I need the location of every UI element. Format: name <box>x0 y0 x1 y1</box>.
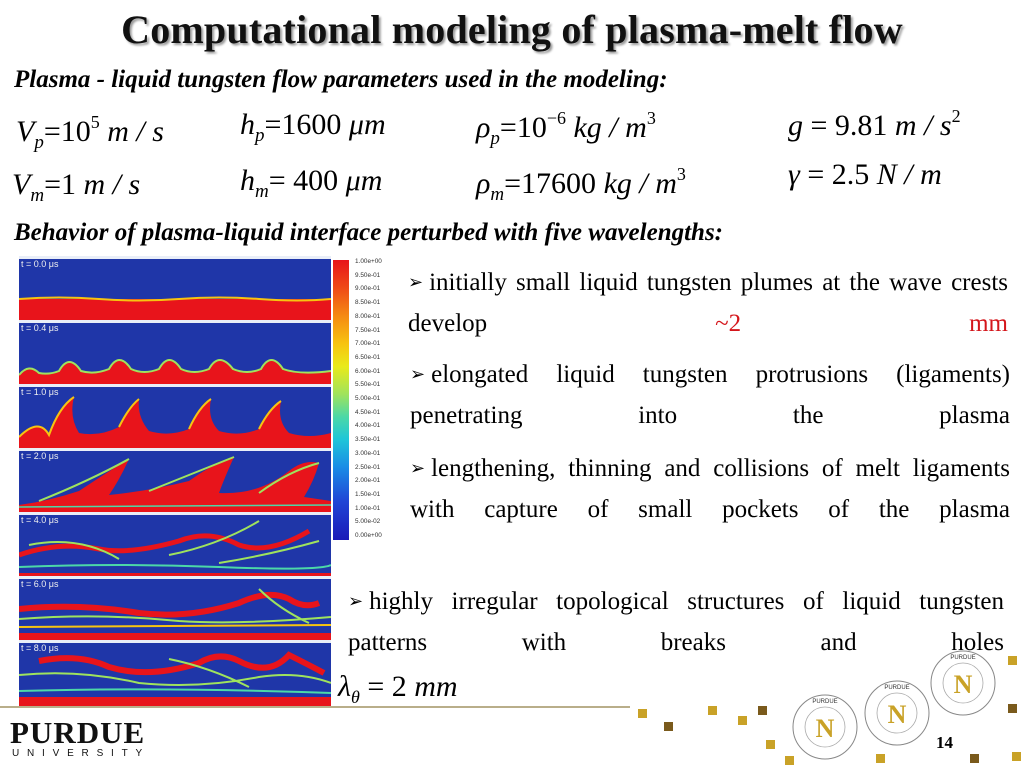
footer-divider <box>0 706 630 708</box>
colorbar-tick-label: 8.50e-01 <box>355 299 381 307</box>
param-vm: Vm=1 m / s <box>12 168 141 206</box>
bullet-ligaments: ➢ elongated liquid tungsten protrusions (… <box>410 354 1010 436</box>
slide-title: Computational modeling of plasma-melt fl… <box>121 7 903 52</box>
wavelength-equation: λθ = 2 mm <box>338 670 458 707</box>
param-g: g = 9.81 m / s2 <box>788 106 961 142</box>
bullet-text: elongated liquid tungsten protrusions (l… <box>410 361 1010 429</box>
frame-time-label: t = 0.0 μs <box>21 259 59 269</box>
arrow-bullet-icon: ➢ <box>410 364 426 384</box>
badge-top-text: PURDUE <box>812 699 837 705</box>
param-hp: hp=1600 μm <box>240 108 386 146</box>
nuclear-engineering-badge: N PURDUE <box>790 692 860 767</box>
colorbar-tick-label: 5.50e-01 <box>355 381 381 389</box>
colorbar-tick-label: 3.50e-01 <box>355 436 381 444</box>
sim-frame: t = 0.4 μs <box>19 320 331 385</box>
colorbar-tick-label: 8.00e-01 <box>355 312 381 320</box>
bullet-text: lengthening, thinning and collisions of … <box>410 455 1010 523</box>
param-rhop: ρp=10−6 kg / m3 <box>476 108 656 149</box>
param-vp: Vp=105 m / s <box>16 112 164 153</box>
frame-time-label: t = 4.0 μs <box>21 515 59 525</box>
decor-square <box>766 740 775 749</box>
frame-time-label: t = 6.0 μs <box>21 579 59 589</box>
frame-time-label: t = 0.4 μs <box>21 323 59 333</box>
sim-frame: t = 4.0 μs <box>19 512 331 577</box>
param-gamma: γ = 2.5 N / m <box>788 158 942 191</box>
badge-letter: N <box>954 670 973 699</box>
sim-frame: t = 1.0 μs <box>19 384 331 449</box>
colorbar-tick-label: 6.50e-01 <box>355 353 381 361</box>
decor-square <box>1012 752 1021 761</box>
frame-time-label: t = 8.0 μs <box>21 643 59 653</box>
colorbar-tick-label: 7.00e-01 <box>355 340 381 348</box>
frame-time-label: t = 1.0 μs <box>21 387 59 397</box>
decor-square <box>708 706 717 715</box>
colorbar-tick-label: 5.00e-01 <box>355 395 381 402</box>
badge-letter: N <box>816 714 835 743</box>
decor-square <box>638 709 647 718</box>
colorbar-tick-label: 0.00e+00 <box>355 532 382 539</box>
badge-top-text: PURDUE <box>884 685 909 691</box>
arrow-bullet-icon: ➢ <box>408 272 424 292</box>
simulation-panel: t = 0.0 μs t = 0.4 μs t = 1.0 μs t = 2.0… <box>19 256 331 706</box>
colorbar-tick-label: 1.50e-01 <box>355 490 381 498</box>
colorbar-tick-label: 3.00e-01 <box>355 449 381 457</box>
colorbar-tick-label: 9.00e-01 <box>355 285 381 293</box>
colorbar-ticks: 1.00e+00 9.50e-01 9.00e-01 8.50e-01 8.00… <box>355 258 405 543</box>
colorbar-tick-label: 1.00e+00 <box>355 258 382 265</box>
colorbar-tick-label: 9.50e-01 <box>355 271 381 279</box>
decor-square <box>876 754 885 763</box>
colorbar-tick-label: 6.00e-01 <box>355 367 381 375</box>
parameters-heading: Plasma - liquid tungsten flow parameters… <box>14 66 668 93</box>
bullet-plumes: ➢ initially small liquid tungsten plumes … <box>408 262 1008 344</box>
param-hm: hm= 400 μm <box>240 164 383 202</box>
purdue-logo-text: PURDUE <box>10 715 146 750</box>
decor-square <box>1008 656 1017 665</box>
param-rhom: ρm=17600 kg / m3 <box>476 164 686 205</box>
colorbar-tick-label: 4.00e-01 <box>355 422 381 430</box>
colorbar-tick-label: 7.50e-01 <box>355 326 381 334</box>
decor-square <box>970 754 979 763</box>
sim-frame: t = 8.0 μs <box>19 640 331 706</box>
badge-top-text: PURDUE <box>950 655 975 661</box>
colorbar-tick-label: 2.00e-01 <box>355 477 381 485</box>
nuclear-engineering-badge: N PURDUE <box>928 648 998 723</box>
arrow-bullet-icon: ➢ <box>410 458 426 478</box>
colorbar-tick-label: 1.00e-01 <box>355 504 381 512</box>
colorbar-tick-label: 2.50e-01 <box>355 463 381 471</box>
arrow-bullet-icon: ➢ <box>348 591 364 611</box>
behavior-heading: Behavior of plasma-liquid interface pert… <box>14 219 723 246</box>
decor-square <box>664 722 673 731</box>
colorbar <box>333 260 349 540</box>
bullet-topology: ➢ highly irregular topological structures… <box>348 581 1004 663</box>
bullet-collisions: ➢ lengthening, thinning and collisions of… <box>410 448 1010 530</box>
highlight-value: ~2 mm <box>715 310 1008 337</box>
badge-letter: N <box>888 700 907 729</box>
decor-square <box>1008 704 1017 713</box>
sim-frame: t = 2.0 μs <box>19 448 331 513</box>
sim-frame: t = 0.0 μs <box>19 256 331 321</box>
colorbar-tick-label: 4.50e-01 <box>355 408 381 416</box>
bullet-text: highly irregular topological structures … <box>348 588 1004 656</box>
purdue-logo-subtext: UNIVERSITY <box>12 748 151 759</box>
decor-square <box>785 756 794 765</box>
decor-square <box>738 716 747 725</box>
frame-time-label: t = 2.0 μs <box>21 451 59 461</box>
nuclear-engineering-badge: N PURDUE <box>862 678 932 753</box>
sim-frame: t = 6.0 μs <box>19 576 331 641</box>
colorbar-tick-label: 5.00e-02 <box>355 518 381 526</box>
page-number: 14 <box>936 733 953 752</box>
bullet-text: initially small liquid tungsten plumes a… <box>408 269 1008 337</box>
decor-square <box>758 706 767 715</box>
